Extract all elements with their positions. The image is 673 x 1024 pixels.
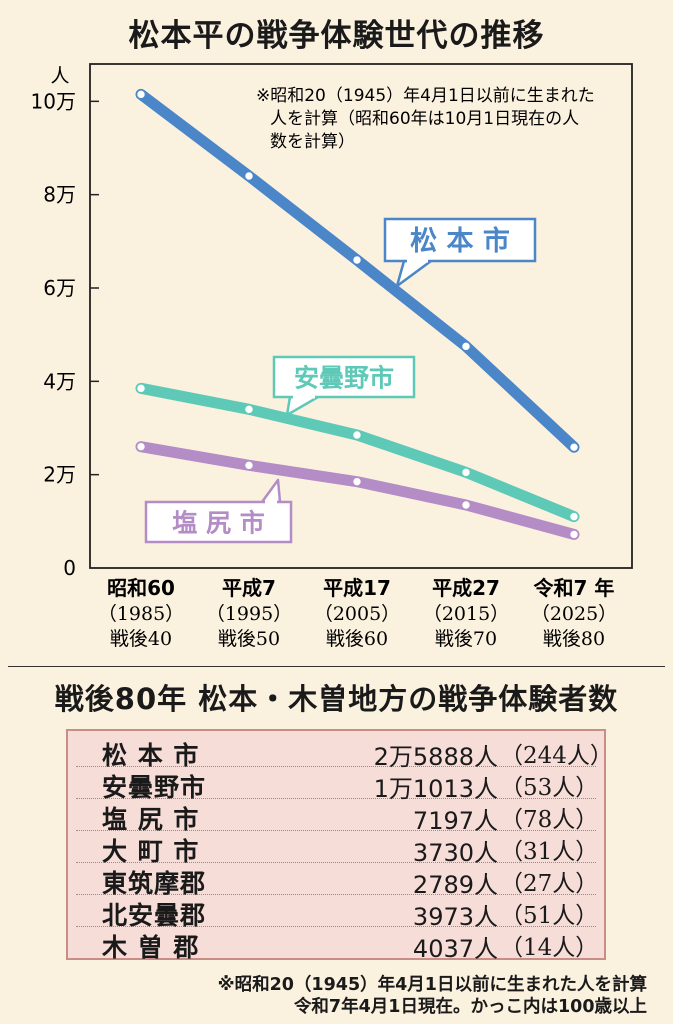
data-point: [136, 441, 146, 452]
survivor-count: 7197人: [412, 807, 498, 835]
municipality-name: 大 町 市: [102, 837, 200, 866]
chart-note: 人を計算（昭和60年は10月1日現在の人: [270, 109, 579, 129]
centenarian-count: （14人）: [500, 935, 599, 961]
centenarian-count: （27人）: [500, 871, 599, 897]
table-row: 松 本 市 2万5888人 （244人）: [76, 735, 613, 771]
x-tick-label-era: 平成17: [323, 576, 391, 600]
table-title: 戦後80年 松本・木曽地方の戦争体験者数: [54, 682, 619, 716]
x-tick-label-postwar: 戦後80: [543, 628, 605, 650]
footnote-line: 令和7年4月1日現在。かっこ内は100歳以上: [293, 997, 647, 1017]
y-axis-unit: 人: [50, 65, 69, 87]
table-row: 木 曽 郡 4037人 （14人）: [76, 927, 598, 963]
table-row: 安曇野市 1万1013人 （53人）: [76, 767, 599, 803]
series-label-box: [272, 355, 416, 399]
x-tick-label-era: 令和7 年: [534, 576, 615, 600]
table-row: 大 町 市 3730人 （31人）: [76, 831, 599, 867]
x-tick-label-era: 平成27: [432, 576, 500, 600]
footnote-line: ※昭和20（1945）年4月1日以前に生まれた人を計算: [217, 975, 647, 995]
data-point: [352, 476, 362, 487]
x-tick-label-era: 平成7: [222, 576, 276, 600]
chart-title: 松本平の戦争体験世代の推移: [128, 18, 545, 54]
centenarian-count: （51人）: [500, 903, 599, 929]
survivor-count: 2789人: [412, 871, 498, 899]
data-point: [244, 404, 254, 415]
chart-note: ※昭和20（1945）年4月1日以前に生まれた: [256, 86, 595, 106]
data-point: [244, 171, 254, 181]
table-row: 北安曇郡 3973人 （51人）: [76, 895, 599, 931]
chart-note: 数を計算）: [270, 132, 355, 152]
centenarian-count: （53人）: [500, 775, 599, 801]
data-point: [136, 383, 146, 394]
y-tick-label: 4万: [43, 369, 76, 393]
data-point: [352, 255, 362, 265]
series-label-pointer: [395, 259, 433, 288]
y-tick-label: 8万: [43, 183, 76, 207]
data-point: [569, 511, 579, 522]
data-point: [461, 341, 471, 352]
x-tick-label-postwar: 戦後60: [326, 628, 388, 650]
section-divider: [8, 666, 665, 667]
x-tick-label-year: （2015）: [423, 603, 509, 625]
municipality-name: 北安曇郡: [102, 901, 207, 930]
x-tick-label-year: （2005）: [314, 603, 400, 625]
series-label: 安曇野市: [294, 363, 394, 392]
municipality-name: 東筑摩郡: [102, 869, 207, 898]
y-tick-label: 10万: [31, 89, 76, 113]
centenarian-count: （31人）: [500, 839, 599, 865]
data-point: [569, 529, 579, 540]
x-tick-label-year: （1995）: [206, 603, 292, 625]
x-tick-label-postwar: 戦後50: [218, 628, 280, 650]
data-point: [136, 89, 146, 100]
plot-area: [89, 63, 633, 569]
series-label-pointer: [260, 478, 282, 504]
y-tick-label: 6万: [43, 276, 76, 300]
series-label: 松 本 市: [410, 225, 510, 257]
centenarian-count: （244人）: [500, 743, 613, 769]
survivor-count: 3973人: [412, 903, 498, 931]
series-label-box: [144, 500, 293, 544]
municipality-name: 松 本 市: [102, 741, 200, 770]
table-row: 東筑摩郡 2789人 （27人）: [76, 863, 599, 899]
y-tick-label: 0: [63, 556, 76, 580]
survivor-count: 3730人: [412, 839, 498, 867]
table-footnote: ※昭和20（1945）年4月1日以前に生まれた人を計算 令和7年4月1日現在。か…: [27, 974, 647, 1018]
y-tick-label: 2万: [43, 463, 76, 487]
survivor-count: 1万1013人: [373, 775, 498, 803]
x-tick-label-year: （1985）: [98, 603, 184, 625]
x-tick-label-postwar: 戦後70: [435, 628, 497, 650]
data-point: [461, 467, 471, 478]
table-row: 塩 尻 市 7197人 （78人）: [76, 799, 599, 835]
series-label: 塩 尻 市: [172, 508, 264, 537]
x-tick-label-year: （2025）: [531, 603, 617, 625]
x-tick-label-era: 昭和60: [107, 576, 175, 600]
municipality-name: 塩 尻 市: [102, 805, 200, 834]
data-point: [352, 430, 362, 440]
municipality-name: 木 曽 郡: [102, 933, 200, 962]
x-tick-label-postwar: 戦後40: [110, 628, 172, 650]
survivor-count: 2万5888人: [373, 743, 498, 771]
counts-table: 松 本 市 2万5888人 （244人） 安曇野市 1万1013人 （53人） …: [66, 729, 613, 963]
centenarian-count: （78人）: [500, 807, 599, 833]
survivor-count: 4037人: [412, 935, 498, 963]
data-point: [244, 460, 254, 471]
data-point: [569, 442, 579, 452]
municipality-name: 安曇野市: [102, 773, 207, 802]
series-label-pointer: [285, 395, 320, 417]
data-point: [461, 500, 471, 510]
series-label-box: [383, 217, 537, 263]
